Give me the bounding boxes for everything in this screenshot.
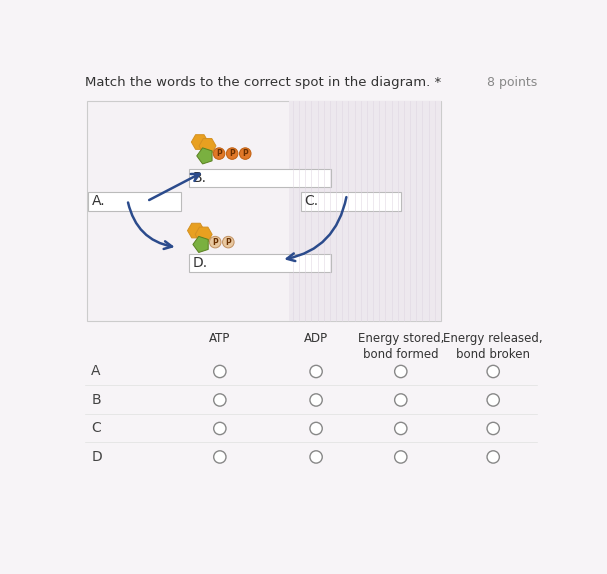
Circle shape: [214, 394, 226, 406]
Circle shape: [487, 394, 500, 406]
Circle shape: [395, 451, 407, 463]
Text: C: C: [91, 421, 101, 436]
Text: B: B: [91, 393, 101, 407]
Circle shape: [310, 365, 322, 378]
FancyBboxPatch shape: [87, 101, 441, 321]
FancyBboxPatch shape: [300, 192, 401, 211]
Circle shape: [213, 148, 225, 160]
Text: A.: A.: [92, 195, 106, 208]
Circle shape: [223, 236, 234, 248]
Text: Energy released,
bond broken: Energy released, bond broken: [443, 332, 543, 361]
Circle shape: [240, 148, 251, 160]
Circle shape: [487, 422, 500, 435]
Circle shape: [310, 451, 322, 463]
Circle shape: [209, 236, 221, 248]
Text: D.: D.: [193, 256, 208, 270]
Circle shape: [226, 148, 238, 160]
Text: P: P: [229, 149, 235, 158]
Text: ATP: ATP: [209, 332, 231, 345]
Circle shape: [395, 365, 407, 378]
Circle shape: [487, 365, 500, 378]
FancyBboxPatch shape: [189, 169, 331, 188]
Circle shape: [310, 422, 322, 435]
Text: Energy stored,
bond formed: Energy stored, bond formed: [358, 332, 444, 361]
FancyBboxPatch shape: [289, 101, 441, 321]
Text: A: A: [91, 364, 101, 378]
Text: B.: B.: [193, 171, 207, 185]
FancyBboxPatch shape: [88, 192, 180, 211]
FancyBboxPatch shape: [189, 254, 331, 272]
Text: D: D: [91, 450, 102, 464]
Text: ADP: ADP: [304, 332, 328, 345]
Text: Match the words to the correct spot in the diagram. *: Match the words to the correct spot in t…: [85, 76, 441, 89]
Text: P: P: [242, 149, 248, 158]
Circle shape: [214, 422, 226, 435]
Text: 8 points: 8 points: [487, 76, 537, 89]
Circle shape: [395, 422, 407, 435]
Circle shape: [310, 394, 322, 406]
Circle shape: [214, 365, 226, 378]
Text: C.: C.: [305, 195, 319, 208]
Circle shape: [487, 451, 500, 463]
Text: P: P: [212, 238, 218, 247]
Text: P: P: [216, 149, 222, 158]
Circle shape: [395, 394, 407, 406]
Text: P: P: [225, 238, 231, 247]
Circle shape: [214, 451, 226, 463]
